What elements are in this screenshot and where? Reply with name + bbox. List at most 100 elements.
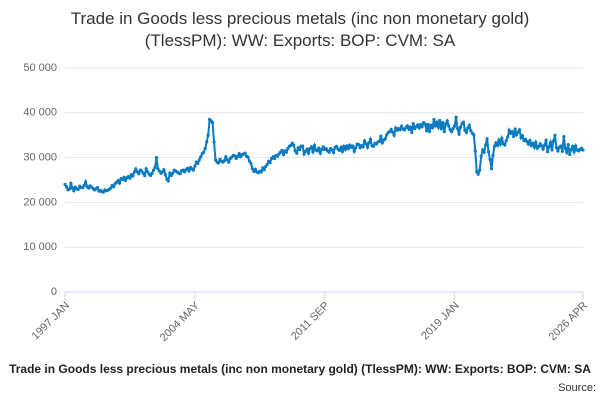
data-point [206, 133, 210, 137]
data-point [551, 139, 556, 143]
data-point [531, 141, 535, 145]
data-point [399, 124, 404, 128]
data-point [365, 145, 370, 149]
data-point [532, 145, 536, 149]
data-point [352, 149, 356, 153]
data-point [368, 137, 373, 141]
data-point [301, 144, 305, 148]
data-point [466, 126, 470, 130]
data-point [122, 175, 126, 179]
data-point [112, 185, 116, 189]
data-point [426, 122, 430, 127]
data-point [298, 147, 302, 152]
data-point [371, 144, 376, 148]
data-point [334, 144, 339, 148]
data-point [447, 124, 451, 128]
data-point [292, 143, 296, 147]
data-point [550, 148, 554, 152]
data-point [311, 150, 315, 154]
data-point [537, 144, 541, 148]
data-point [346, 147, 350, 151]
y-tick-label: 50 000 [23, 62, 57, 74]
data-point [203, 147, 207, 151]
data-point [504, 138, 508, 143]
data-point [132, 170, 136, 174]
y-tick-label: 30 000 [23, 152, 57, 164]
data-point [494, 141, 498, 145]
data-point [495, 143, 500, 148]
data-point [442, 130, 446, 134]
data-point [569, 147, 573, 152]
data-point [417, 126, 421, 130]
data-point [391, 130, 395, 134]
data-point [445, 119, 449, 123]
data-point [503, 143, 507, 147]
data-point [483, 143, 488, 147]
data-point [185, 166, 190, 170]
data-point [405, 124, 409, 128]
data-point [187, 169, 191, 173]
data-point [553, 133, 557, 137]
data-point [150, 171, 154, 175]
data-point [134, 167, 138, 171]
data-point [128, 176, 132, 180]
data-point [361, 145, 365, 149]
data-point [178, 172, 182, 176]
data-point [556, 149, 560, 153]
y-tick-label: 40 000 [23, 107, 57, 119]
data-point [315, 149, 319, 153]
data-point [131, 174, 135, 178]
data-point [191, 168, 195, 172]
data-point [472, 133, 476, 137]
data-point [118, 181, 122, 185]
data-point [70, 186, 74, 190]
data-point [439, 127, 443, 131]
data-point [454, 115, 458, 119]
data-point [272, 156, 277, 161]
data-point [383, 137, 387, 141]
data-point [340, 149, 345, 153]
data-point [109, 186, 113, 190]
data-point [196, 161, 200, 166]
data-point [541, 147, 545, 151]
x-tick-label: 2026 APR [547, 300, 591, 344]
data-point [345, 144, 349, 148]
data-point [362, 139, 367, 143]
data-point [411, 121, 415, 126]
data-point [330, 148, 334, 152]
data-point [559, 144, 563, 148]
data-point [464, 130, 469, 135]
data-point [548, 140, 553, 144]
data-point [510, 130, 514, 134]
data-point [574, 144, 578, 148]
data-point [554, 146, 559, 150]
data-point [171, 171, 175, 175]
data-point [354, 146, 358, 150]
data-point [540, 144, 544, 148]
data-point [243, 151, 247, 155]
data-point [331, 151, 336, 155]
data-point [84, 180, 88, 184]
data-point [379, 134, 383, 138]
data-point [249, 161, 253, 166]
data-point [581, 148, 585, 152]
data-point [565, 150, 569, 154]
caption: Trade in Goods less precious metals (inc… [9, 362, 591, 376]
data-point [562, 134, 566, 139]
data-point [498, 142, 502, 146]
data-point [123, 178, 128, 183]
data-point [430, 125, 435, 130]
data-point [507, 128, 511, 132]
data-point [357, 143, 361, 147]
x-tick-label: 2019 JAN [419, 300, 462, 343]
data-point [492, 144, 497, 148]
data-point [95, 186, 100, 190]
data-point [469, 129, 473, 133]
data-point [233, 154, 237, 158]
data-point [246, 155, 250, 159]
data-point [76, 187, 80, 192]
data-point [153, 165, 157, 170]
data-point [544, 138, 548, 142]
data-point [420, 125, 424, 129]
data-point [467, 123, 471, 127]
